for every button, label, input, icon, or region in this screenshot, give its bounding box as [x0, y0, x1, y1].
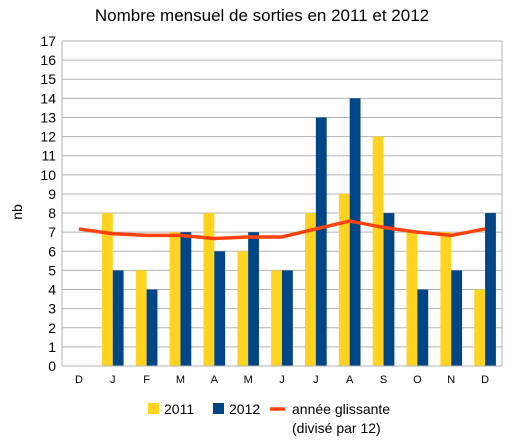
y-tick-label: 10: [40, 167, 56, 183]
bar-2011-12: [474, 289, 486, 366]
bar-2012-2: [146, 289, 158, 366]
grid-lines: [62, 40, 502, 367]
y-tick-label: 15: [40, 71, 56, 87]
y-tick-label: 9: [48, 186, 56, 202]
x-tick-label: A: [346, 374, 354, 386]
y-axis-label: nb: [9, 204, 25, 220]
bar-2011-2: [135, 270, 147, 366]
y-tick-label: 17: [40, 33, 56, 49]
y-tick-label: 2: [48, 320, 56, 336]
rolling-line: [78, 219, 486, 241]
y-tick-label: 16: [40, 52, 56, 68]
x-tick-label: S: [380, 374, 387, 386]
bar-2012-1: [112, 270, 124, 366]
x-tick-label: A: [211, 374, 219, 386]
legend-label-annee-glissante: année glissante: [292, 401, 390, 417]
bar-2012-4: [214, 251, 226, 366]
y-tick-label: 13: [40, 109, 56, 125]
bar-2012-10: [417, 289, 429, 366]
bars: [101, 98, 496, 367]
bar-2011-5: [237, 251, 249, 366]
legend-swatch-2011: [148, 403, 159, 414]
bar-2012-5: [248, 232, 259, 366]
x-tick-label: D: [75, 374, 83, 386]
bar-2012-12: [485, 213, 496, 366]
bar-2012-6: [282, 270, 293, 366]
x-tick-label: M: [244, 374, 253, 386]
legend-label-2012: 2012: [229, 401, 260, 417]
x-tick-label: J: [313, 374, 319, 386]
bar-2011-8: [338, 193, 350, 366]
y-tick-label: 8: [48, 205, 56, 221]
bar-2012-9: [383, 213, 395, 366]
bar-2012-7: [315, 117, 327, 367]
y-tick-label: 7: [48, 224, 56, 240]
legend-swatch-2012: [213, 403, 224, 414]
bar-2012-11: [451, 270, 463, 366]
y-tick-label: 1: [48, 339, 56, 355]
y-tick-label: 6: [48, 243, 56, 259]
line-annee-glissante: [78, 219, 486, 241]
x-tick-label: O: [413, 374, 422, 386]
y-tick-label: 11: [41, 148, 56, 164]
bar-2011-6: [271, 270, 282, 366]
y-tick-label: 14: [40, 90, 56, 106]
y-tick-label: 12: [40, 129, 56, 145]
x-tick-label: N: [447, 374, 455, 386]
x-tick-label: D: [481, 374, 489, 386]
legend-label-2011: 2011: [164, 401, 194, 417]
x-tick-label: F: [143, 374, 150, 386]
bar-2011-3: [169, 232, 181, 366]
x-tick-label: J: [110, 374, 116, 386]
chart-title: Nombre mensuel de sorties en 2011 et 201…: [95, 6, 429, 25]
y-tick-label: 5: [48, 262, 56, 278]
y-tick-label: 3: [48, 301, 56, 317]
bar-2011-11: [440, 232, 452, 366]
bar-2012-3: [180, 232, 192, 366]
x-tick-label: J: [279, 374, 285, 386]
bar-2011-4: [203, 213, 215, 366]
bar-2011-9: [372, 136, 384, 366]
x-tick-label: M: [176, 374, 185, 386]
legend: 2011 2012 année glissante (divisé par 12): [148, 401, 390, 436]
y-tick-label: 0: [48, 358, 56, 374]
y-tick-label: 4: [48, 282, 56, 298]
bar-2012-8: [349, 98, 361, 367]
axes: [61, 41, 503, 367]
bar-2011-10: [406, 232, 418, 366]
bar-2011-1: [101, 213, 113, 366]
legend-label-annee-glissante-note: (divisé par 12): [292, 420, 381, 436]
bar-2011-7: [305, 213, 316, 366]
